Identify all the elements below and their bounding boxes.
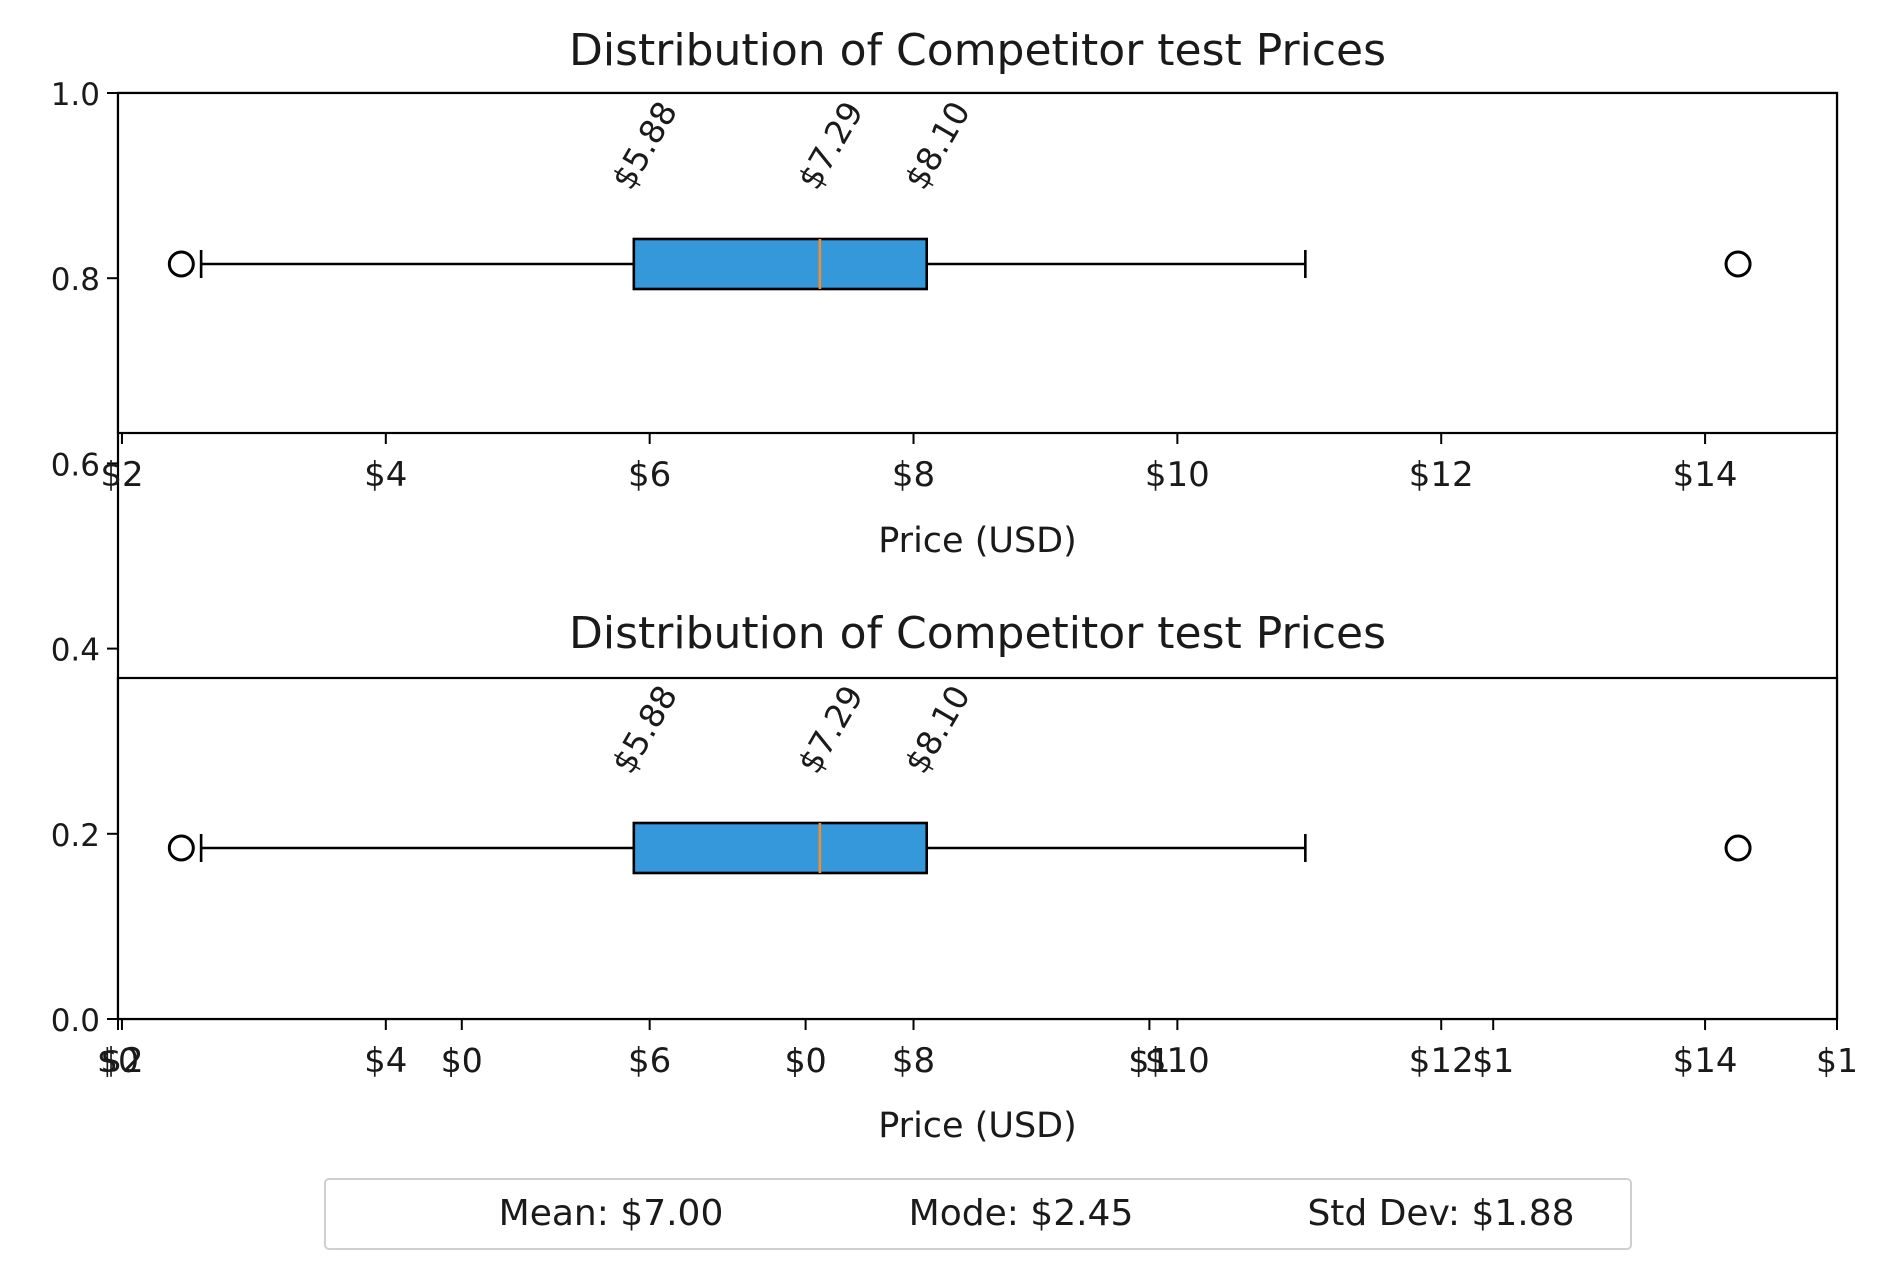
bg-x-tick-label: $0: [97, 1041, 139, 1080]
y-tick-label: 0.0: [51, 1003, 100, 1039]
bg-x-tick-label: $1: [1472, 1041, 1514, 1080]
x-tick-label: $12: [1409, 1041, 1474, 1081]
mode-stat: Mode: $2.45: [908, 1193, 1134, 1234]
x-tick-label: $12: [1409, 455, 1474, 495]
bg-x-tick-label: $1: [1128, 1041, 1170, 1080]
secondary-x-tick-label: $0: [785, 1041, 827, 1080]
mean-stat: Mean: $7.00: [498, 1193, 724, 1234]
secondary-x-tick-label: $1: [1128, 1041, 1170, 1080]
chart-title: Distribution of Competitor test Prices: [569, 25, 1386, 76]
y-tick-label: 0.6: [51, 447, 100, 483]
x-tick-label: $4: [364, 1041, 407, 1081]
x-tick-label: $14: [1673, 1041, 1738, 1081]
secondary-x-tick-label: $0: [441, 1041, 483, 1080]
outlier-point: [167, 834, 195, 862]
iqr-box: [632, 821, 929, 875]
x-tick-label: $10: [1145, 455, 1210, 495]
x-tick-label: $8: [892, 1041, 935, 1081]
y-tick-label: 1.0: [51, 77, 100, 113]
iqr-box: [632, 237, 929, 291]
y-tick-label: 0.8: [51, 262, 100, 298]
x-tick-label: $2: [100, 455, 143, 495]
x-tick-label: $6: [628, 455, 671, 495]
outlier-point: [1724, 250, 1752, 278]
x-tick-label: $8: [892, 455, 935, 495]
x-tick-label: $6: [628, 1041, 671, 1081]
outlier-point: [167, 250, 195, 278]
stats-legend: Mean: $7.00 Mode: $2.45 Std Dev: $1.88: [324, 1178, 1632, 1250]
y-tick-label: 0.2: [51, 818, 100, 854]
bg-x-tick-label: $0: [785, 1041, 827, 1080]
secondary-x-tick-label: $1: [1472, 1041, 1514, 1080]
bg-x-tick-label: $1: [1816, 1041, 1858, 1080]
x-tick-label: $2: [100, 1041, 143, 1081]
y-tick-label: 0.4: [51, 633, 100, 669]
x-tick-label: $14: [1673, 455, 1738, 495]
x-tick-label: $10: [1145, 1041, 1210, 1081]
x-axis-label: Price (USD): [878, 521, 1077, 561]
x-axis-label: Price (USD): [878, 1106, 1077, 1146]
outlier-point: [1724, 834, 1752, 862]
chart-title: Distribution of Competitor test Prices: [569, 608, 1386, 659]
bg-x-tick-label: $0: [441, 1041, 483, 1080]
std-dev-stat: Std Dev: $1.88: [1307, 1193, 1575, 1234]
x-tick-label: $4: [364, 455, 407, 495]
